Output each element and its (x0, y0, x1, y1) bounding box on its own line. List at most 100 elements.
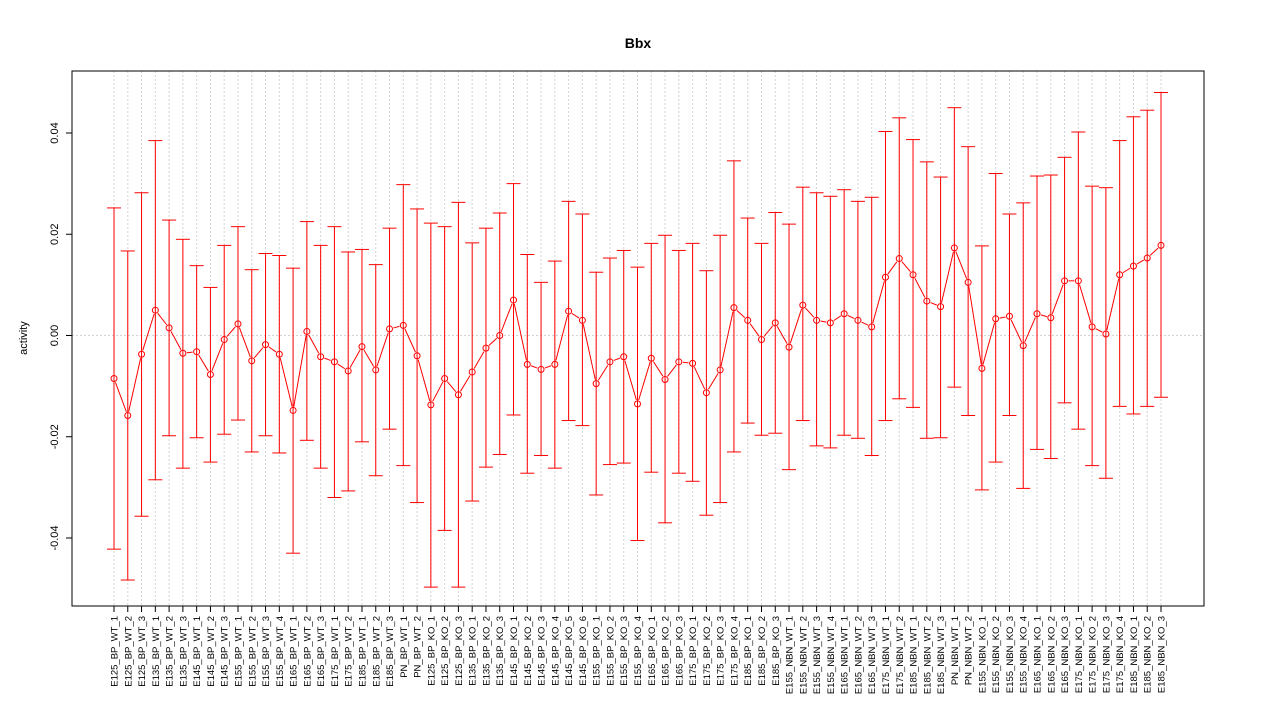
series-segment (805, 307, 815, 318)
data-point (634, 400, 641, 408)
x-tick-label: E125_BP_KO_1 (426, 616, 437, 686)
series-segment (1024, 317, 1036, 343)
x-tick-label: E165_NBN_KO_3 (1060, 616, 1071, 693)
data-point (1074, 277, 1082, 285)
data-point (895, 255, 903, 263)
data-point (744, 316, 752, 324)
x-tick-label: E145_BP_KO_6 (578, 616, 589, 686)
series-segment (847, 315, 855, 320)
series-segment (914, 278, 926, 298)
data-point (964, 278, 972, 286)
x-tick-label: E165_BP_KO_1 (647, 616, 658, 686)
series-segment (955, 251, 968, 279)
data-point (881, 273, 889, 281)
x-tick-label: E185_BP_KO_2 (757, 616, 768, 686)
data-point (992, 315, 1000, 323)
data-point (730, 304, 738, 312)
data-point (1061, 277, 1069, 285)
data-point (675, 358, 683, 366)
x-tick-label: E155_NBN_KO_3 (1005, 616, 1016, 693)
x-tick-label: E135_BP_KO_2 (481, 616, 492, 686)
series-segment (211, 343, 224, 371)
y-tick-label: 0.00 (49, 325, 61, 346)
data-point (1088, 323, 1096, 331)
x-tick-label: E155_BP_KO_2 (605, 616, 616, 686)
x-tick-label: E165_NBN_KO_1 (1033, 616, 1044, 693)
series-segment (1040, 314, 1048, 318)
data-point (523, 360, 531, 368)
data-point (1116, 271, 1124, 279)
series-segment (1079, 284, 1092, 324)
x-tick-label: E175_NBN_WT_2 (895, 616, 906, 694)
data-point (151, 306, 159, 314)
data-point (620, 353, 628, 361)
series-segment (488, 337, 498, 346)
series-segment (708, 373, 719, 390)
series-segment (582, 324, 596, 380)
x-tick-label: E145_BP_KO_1 (509, 616, 520, 686)
series-segment (749, 323, 760, 337)
x-tick-label: E145_BP_KO_5 (564, 616, 575, 686)
series-segment (446, 381, 457, 393)
series-segment (613, 357, 621, 361)
x-tick-label: E165_NBN_WT_1 (840, 616, 851, 694)
data-point (1157, 241, 1165, 249)
x-tick-label: E175_NBN_WT_1 (881, 616, 892, 694)
x-tick-label: E155_NBN_WT_3 (812, 616, 823, 694)
series-segment (238, 327, 251, 358)
data-point (496, 332, 504, 339)
series-segment (682, 361, 689, 364)
data-point (413, 352, 421, 360)
data-point (179, 349, 187, 357)
data-point (840, 310, 848, 318)
data-points (110, 241, 1165, 419)
x-tick-label: E155_NBN_KO_4 (1019, 616, 1030, 693)
series-segment (198, 354, 209, 372)
x-tick-label: E185_NBN_KO_3 (1157, 616, 1168, 693)
data-point (578, 316, 586, 324)
x-tick-label: E125_BP_WT_1 (110, 616, 121, 687)
series-segment (226, 326, 236, 337)
data-point (799, 301, 807, 309)
series-segment (337, 363, 346, 370)
x-tick-label: E165_NBN_KO_2 (1046, 616, 1057, 693)
series-segment (513, 303, 527, 361)
series-segment (293, 335, 307, 407)
x-tick-label: E155_NBN_WT_1 (785, 616, 796, 694)
data-point (510, 296, 518, 304)
data-point (702, 389, 710, 397)
data-point (206, 370, 214, 378)
data-point (771, 319, 779, 327)
x-tick-label: E165_BP_WT_2 (302, 616, 313, 687)
x-tick-label: E135_BP_WT_2 (165, 616, 176, 687)
series-segment (128, 358, 142, 412)
x-tick-label: PN_NBN_WT_1 (950, 616, 961, 685)
data-point (482, 344, 490, 352)
data-point (868, 323, 876, 331)
x-tick-label: PN_BP_WT_1 (399, 616, 410, 678)
series-segment (820, 320, 827, 323)
x-tick-label: E175_NBN_KO_3 (1101, 616, 1112, 693)
data-point (441, 375, 449, 383)
x-tick-label: E165_BP_KO_2 (661, 616, 672, 686)
x-tick-label: E125_BP_KO_3 (454, 616, 465, 686)
x-tick-label: E175_BP_KO_1 (688, 616, 699, 686)
data-point (978, 364, 986, 372)
series-segment (1106, 278, 1120, 331)
data-point (220, 336, 228, 344)
data-point (661, 376, 669, 384)
series-segment (982, 322, 996, 365)
x-tick-label: E175_NBN_KO_4 (1115, 616, 1126, 693)
x-tick-label: E135_BP_WT_3 (178, 616, 189, 687)
x-tick-label: E145_BP_KO_3 (537, 616, 548, 686)
x-tick-label: E155_NBN_KO_1 (977, 616, 988, 693)
series-segment (500, 303, 513, 332)
series-segment (114, 382, 127, 412)
data-point (551, 360, 559, 368)
x-tick-label: E145_BP_WT_2 (206, 616, 217, 687)
x-tick-label: E155_BP_KO_3 (619, 616, 630, 686)
data-point (262, 341, 270, 349)
x-tick-label: E165_NBN_WT_2 (853, 616, 864, 694)
data-point (468, 368, 476, 376)
